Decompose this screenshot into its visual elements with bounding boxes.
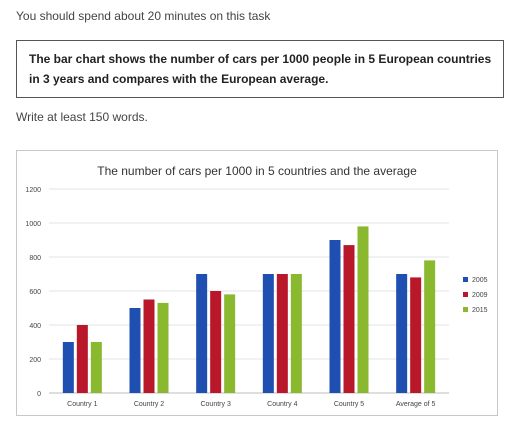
bar-2005-country-3 (196, 274, 208, 393)
bar-2015-average-of-5 (424, 260, 436, 393)
y-tick-label: 1200 (25, 187, 41, 194)
bar-2005-country-4 (262, 274, 274, 393)
x-tick-label: Country 5 (334, 401, 364, 408)
bar-2015-country-5 (357, 226, 369, 393)
bar-2009-average-of-5 (410, 277, 422, 393)
y-tick-label: 0 (37, 391, 41, 398)
bars (62, 226, 436, 393)
legend: 2005 2009 2015 (463, 277, 488, 314)
task-prompt-text: The bar chart shows the number of cars p… (29, 52, 492, 86)
task-time-instruction: You should spend about 20 minutes on thi… (16, 9, 271, 23)
legend-label-2015: 2015 (472, 307, 488, 314)
bar-2009-country-5 (343, 245, 355, 393)
bar-2015-country-4 (290, 274, 302, 393)
y-tick-label: 1000 (25, 221, 41, 228)
x-tick-label: Country 2 (134, 401, 164, 408)
bar-2009-country-2 (143, 299, 155, 393)
word-count-instruction: Write at least 150 words. (16, 110, 148, 124)
axes: 0 200 400 600 800 1000 1200 Country 1 Country 2 C… (25, 187, 435, 408)
bar-2009-country-3 (210, 291, 222, 393)
bar-2005-average-of-5 (396, 274, 408, 393)
bar-2005-country-2 (129, 308, 141, 393)
y-tick-label: 200 (29, 357, 41, 364)
bar-2015-country-3 (224, 294, 236, 393)
bar-2015-country-2 (157, 302, 169, 393)
bar-2005-country-1 (62, 342, 74, 393)
legend-label-2009: 2009 (472, 292, 488, 299)
chart-title: The number of cars per 1000 in 5 countri… (97, 164, 417, 178)
legend-label-2005: 2005 (472, 277, 488, 284)
y-tick-label: 600 (29, 289, 41, 296)
gridlines (49, 188, 449, 394)
x-tick-label: Average of 5 (396, 401, 436, 408)
x-tick-label: Country 3 (200, 401, 230, 408)
x-tick-label: Country 4 (267, 401, 297, 408)
bar-2015-country-1 (90, 342, 102, 393)
y-tick-label: 400 (29, 323, 41, 330)
bar-chart: 0 200 400 600 800 1000 1200 Country 1 Country 2 C… (25, 164, 488, 408)
legend-swatch-2005 (463, 277, 468, 282)
bar-2005-country-5 (329, 240, 341, 393)
x-tick-label: Country 1 (67, 401, 97, 408)
y-tick-label: 800 (29, 255, 41, 262)
bar-chart-frame: 0 200 400 600 800 1000 1200 Country 1 Country 2 C… (16, 150, 498, 416)
legend-swatch-2009 (463, 292, 468, 297)
legend-swatch-2015 (463, 307, 468, 312)
task-prompt-box: The bar chart shows the number of cars p… (16, 40, 504, 98)
bar-2009-country-4 (276, 274, 288, 393)
bar-2009-country-1 (76, 325, 88, 393)
